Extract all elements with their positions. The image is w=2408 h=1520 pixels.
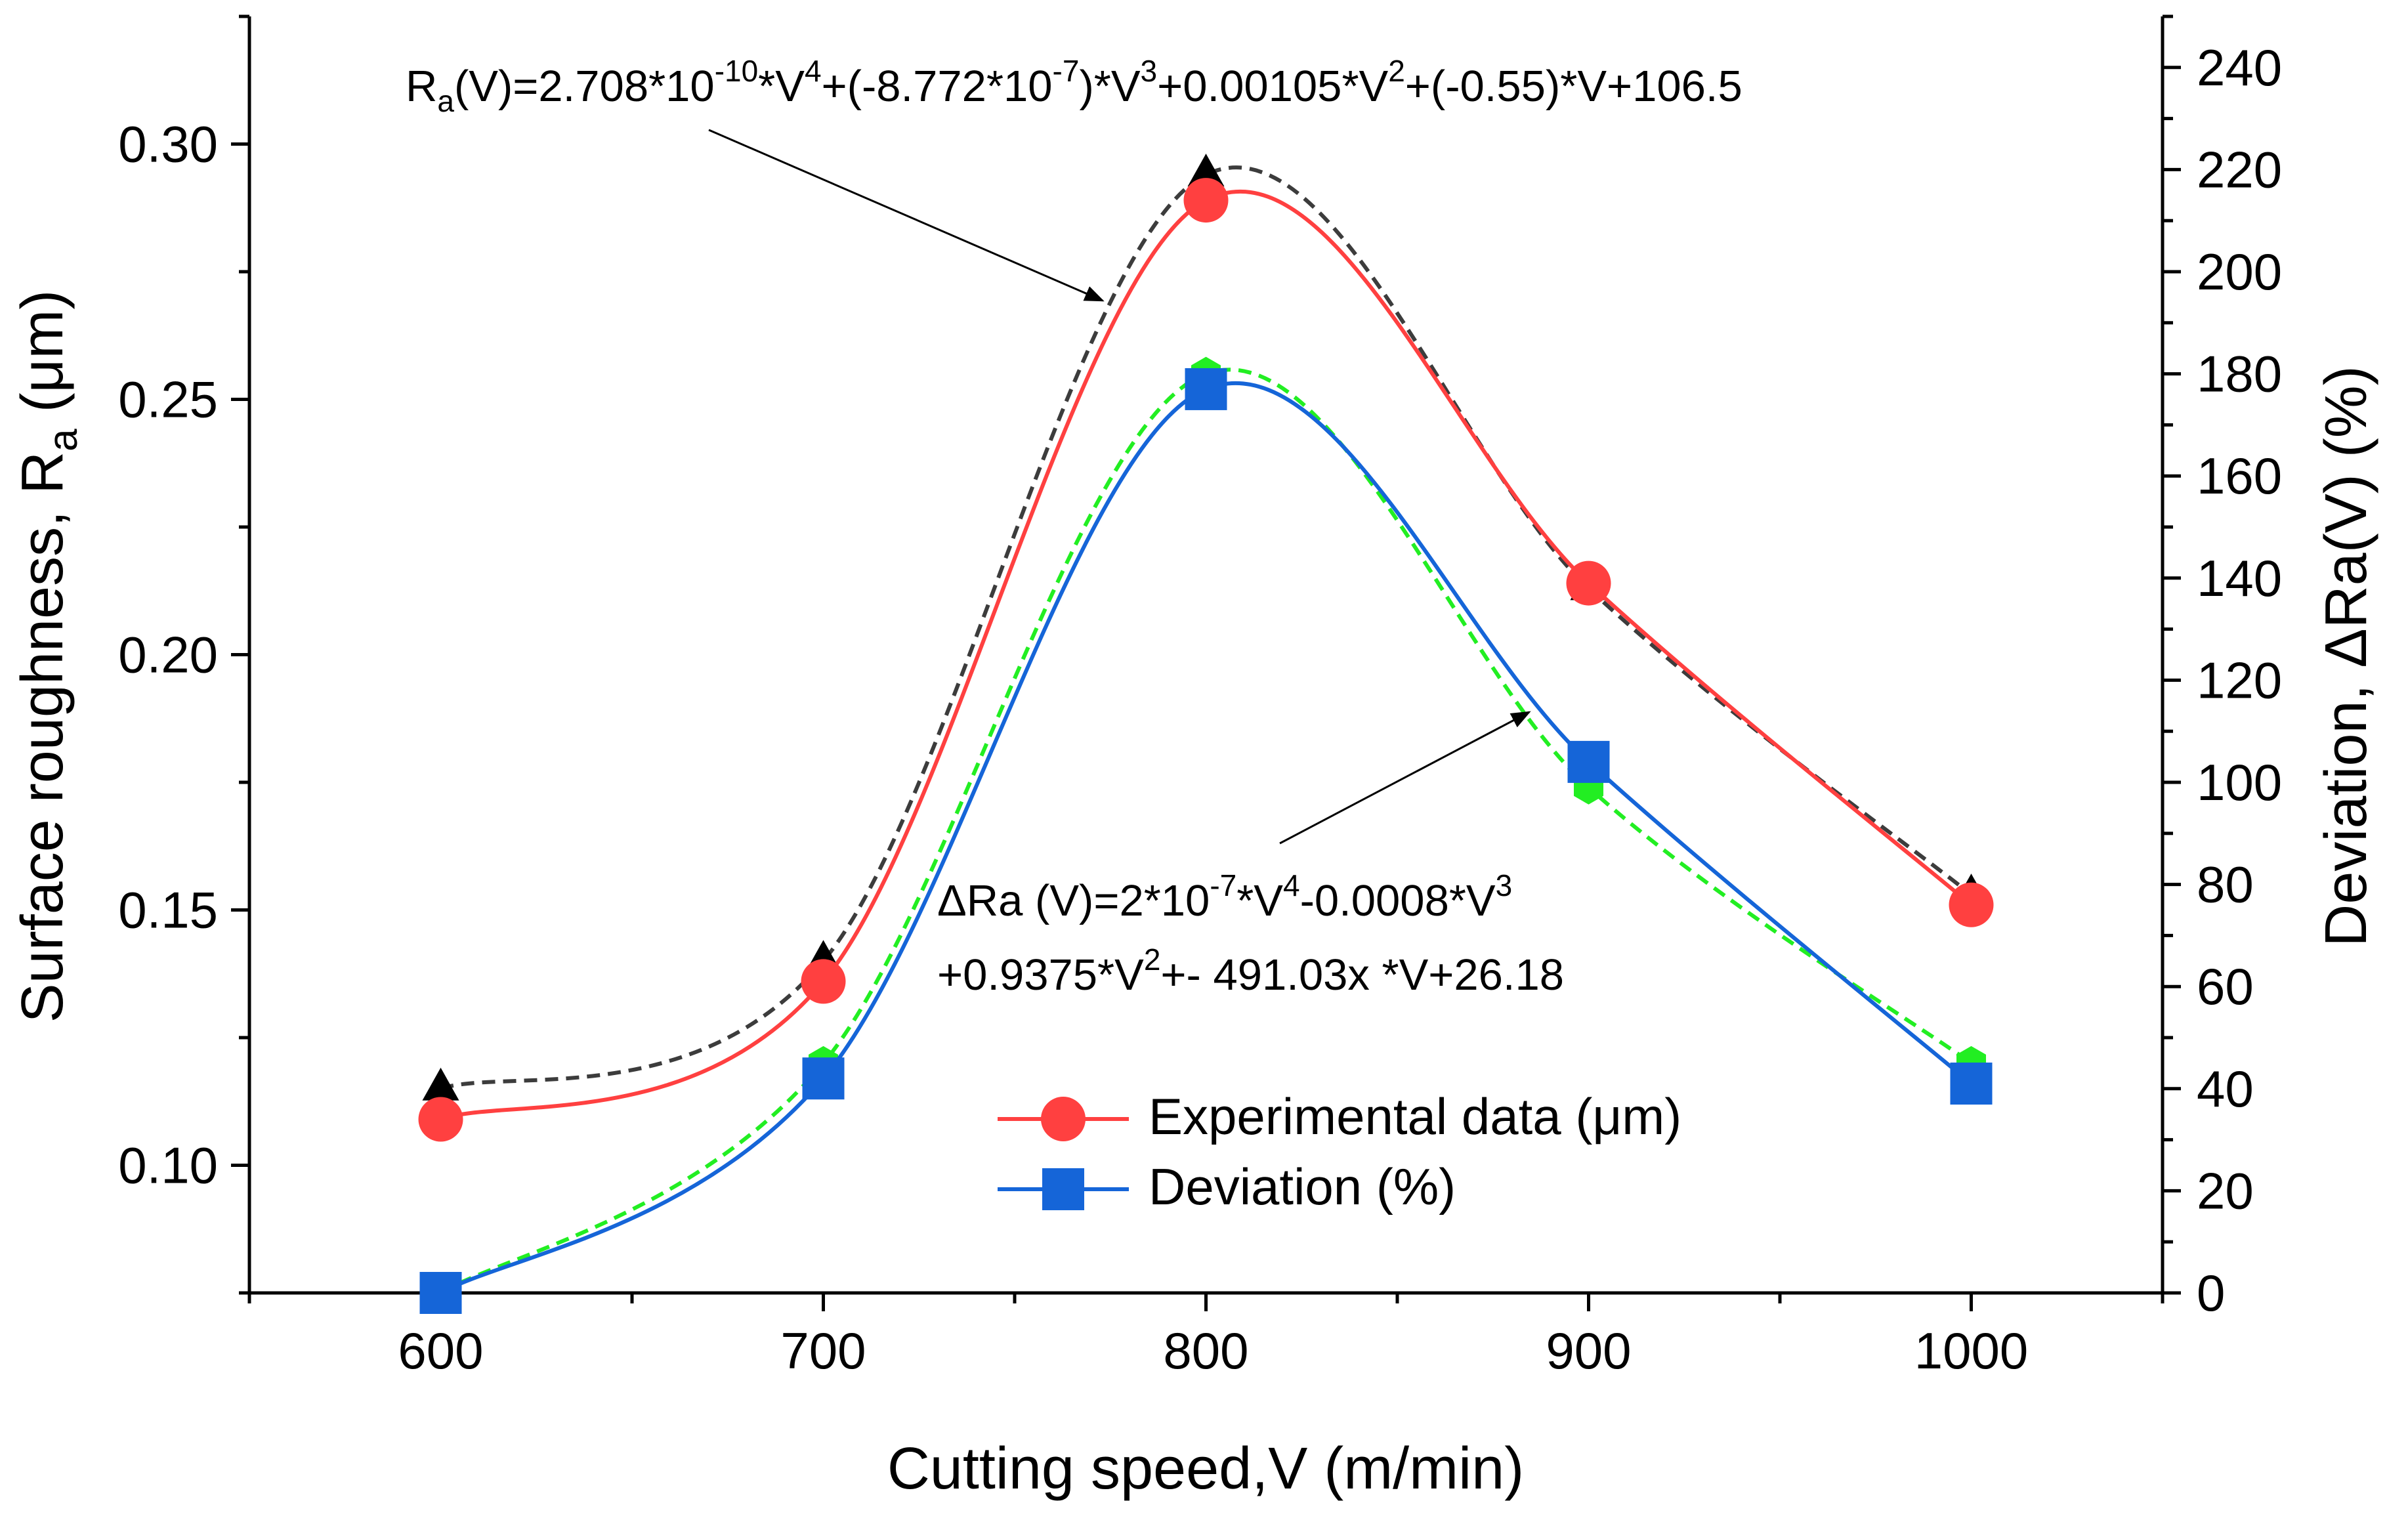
legend-label-deviation: Deviation (%) [1149, 1158, 1456, 1215]
y2-tick-label: 140 [2197, 549, 2282, 607]
y2-tick-label: 40 [2197, 1060, 2254, 1118]
y2-tick-label: 0 [2197, 1264, 2225, 1322]
y2-tick-label: 200 [2197, 243, 2282, 301]
y2-tick-label: 100 [2197, 753, 2282, 811]
data-point-experimental [1566, 560, 1611, 606]
legend-marker-deviation [1042, 1168, 1084, 1210]
x-axis-title: Cutting speed,V (m/min) [887, 1436, 1524, 1502]
x-axis-ticks: 600 700 800 900 1000 [247, 1293, 2165, 1380]
legend-marker-experimental [1041, 1097, 1086, 1141]
y2-tick-label: 60 [2197, 958, 2254, 1015]
x-tick-label: 900 [1546, 1322, 1631, 1380]
y-axis-title: Surface roughness, Ra (μm) [10, 290, 86, 1023]
y2-axis-ticks: 0 20 40 60 80 100 120 140 160 180 200 220 240 [2163, 14, 2282, 1322]
y2-tick-label: 20 [2197, 1162, 2254, 1219]
legend-label-experimental: Experimental data (μm) [1149, 1087, 1681, 1145]
legend: Experimental data (μm) Deviation (%) [998, 1087, 1681, 1215]
deviation-fit-equation-line2: +0.9375*V2+- 491.03x *V+26.18 [937, 942, 1564, 1000]
y2-tick-label: 180 [2197, 345, 2282, 403]
y-tick-label: 0.25 [118, 371, 218, 429]
data-point-deviation [802, 1057, 845, 1100]
data-point-ra-fit [1187, 154, 1225, 187]
x-tick-label: 800 [1163, 1322, 1248, 1380]
data-point-experimental [1949, 882, 1994, 927]
y2-tick-label: 240 [2197, 39, 2282, 96]
y-tick-label: 0.15 [118, 881, 218, 939]
x-tick-label: 1000 [1914, 1322, 2029, 1380]
data-point-experimental [418, 1097, 463, 1142]
y-tick-label: 0.10 [118, 1137, 218, 1194]
data-point-experimental [801, 959, 846, 1004]
deviation-fit-equation-line1: ΔRa (V)=2*10-7*V4-0.0008*V3 [937, 868, 1512, 925]
data-point-deviation [1185, 368, 1227, 410]
ra-equation-arrow [708, 129, 1105, 302]
series-layer [418, 154, 1994, 1314]
ra-fit-equation: Ra(V)=2.708*10-10*V4+(-8.772*10-7)*V3+0.… [406, 54, 1743, 118]
y-tick-label: 0.20 [118, 626, 218, 684]
series-line-3 [439, 368, 1973, 1295]
data-point-deviation [1567, 740, 1610, 783]
y2-tick-label: 220 [2197, 140, 2282, 198]
series-line-1 [440, 381, 1973, 1295]
data-point-ra-fit [422, 1067, 459, 1101]
data-point-experimental [1183, 178, 1229, 223]
data-point-deviation [419, 1272, 462, 1314]
y2-tick-label: 120 [2197, 651, 2282, 709]
x-tick-label: 700 [780, 1322, 866, 1380]
y-axis-ticks: 0.10 0.15 0.20 0.25 0.30 [118, 14, 249, 1295]
x-tick-label: 600 [398, 1322, 483, 1380]
y2-tick-label: 80 [2197, 856, 2254, 914]
y2-tick-label: 160 [2197, 447, 2282, 505]
deviation-equation-arrow [1279, 711, 1531, 845]
y2-axis-title: Deviation, ΔRa(V) (%) [2313, 366, 2379, 946]
y-tick-label: 0.30 [118, 116, 218, 173]
data-point-deviation [1950, 1063, 1993, 1105]
